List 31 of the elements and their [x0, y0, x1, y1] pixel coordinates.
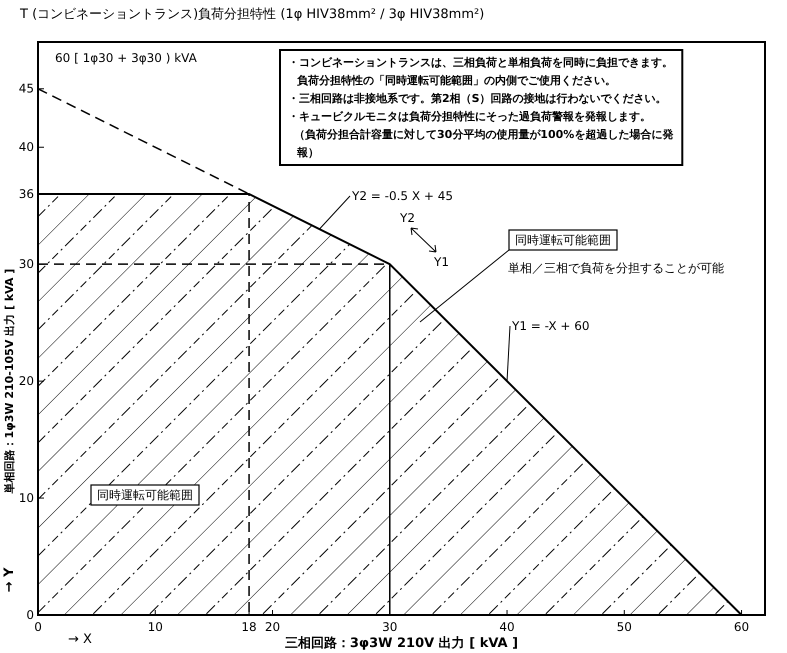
y-tick-label: 0	[26, 608, 34, 622]
chart-title: T (コンビネーショントランス)負荷分担特性 (1φ HIV38mm² / 3φ HIV38mm²)	[19, 7, 484, 22]
text: → X	[68, 632, 92, 647]
y-axis-title: 単相回路：1φ3W 210-105V 出力 [ kVA ]	[3, 268, 16, 495]
annotation: 同時運転可能範囲	[97, 488, 193, 502]
annotation: Y2	[399, 211, 415, 225]
annotation: Y2 = -0.5 X + 45	[351, 189, 454, 203]
x-tick-label: 50	[616, 620, 632, 634]
y-tick-label: 30	[18, 257, 34, 272]
x-tick-label: 18	[241, 620, 257, 634]
annotation: ・キュービクルモニタは負荷分担特性にそった過負荷警報を発報します。	[288, 110, 651, 123]
annotation: Y1 = -X + 60	[511, 319, 590, 333]
annotation: ・コンビネーショントランスは、三相負荷と単相負荷を同時に負担できます。負荷分担特性の「同時運転可能範囲」の内側でご使用ください。	[288, 56, 673, 87]
x-tick-label: 10	[148, 620, 163, 634]
y-tick-label: 20	[18, 374, 34, 388]
y-tick-label: 40	[18, 140, 34, 154]
annotation: （負荷分担合計容量に対して30分平均の使用量が100%を超過した場合に発報）	[294, 128, 674, 159]
annotation: ・三相回路は非接地系です。第2相（S）回路の接地は行わないでください。	[288, 92, 667, 105]
y-tick-label: 10	[18, 490, 34, 505]
annotation: 単相／三相で負荷を分担することが可能	[508, 261, 724, 275]
x-tick-label: 60	[734, 620, 750, 634]
annotation: Y1	[433, 255, 449, 269]
x-tick-label: 20	[264, 620, 280, 634]
text: → Y	[2, 566, 17, 592]
x-axis-title: 三相回路：3φ3W 210V 出力 [ kVA ]	[284, 636, 518, 651]
x-tick-label: 40	[499, 620, 515, 634]
x-tick-label: 30	[382, 620, 398, 634]
y-tick-label: 45	[18, 82, 34, 96]
annotation: 60 [ 1φ30 + 3φ30 ) kVA	[55, 51, 198, 65]
annotation: 同時運転可能範囲	[515, 233, 611, 247]
y-tick-label: 36	[18, 186, 34, 201]
